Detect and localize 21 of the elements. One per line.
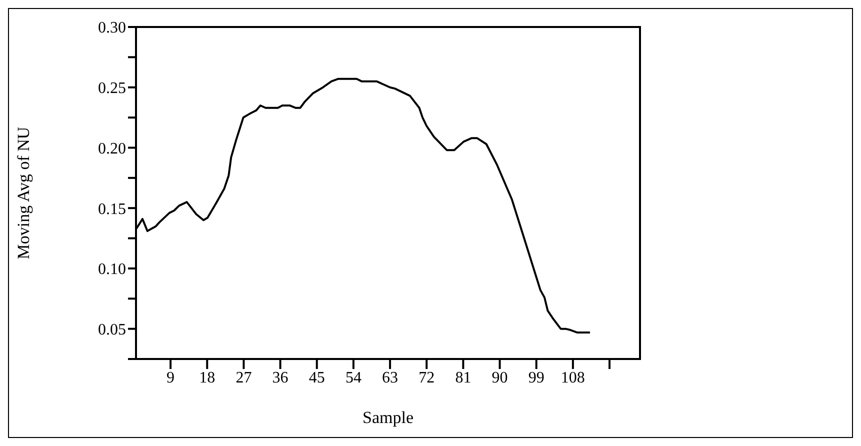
y-tick-label: 0.10 (98, 261, 126, 278)
x-tick-label: 81 (455, 369, 472, 386)
x-tick-label: 63 (382, 369, 398, 386)
x-tick-label: 90 (492, 369, 508, 386)
x-tick-label: 27 (236, 369, 252, 386)
y-tick-label: 0.15 (98, 200, 126, 218)
y-tick-label: 0.05 (98, 322, 126, 338)
y-tick-label: 0.30 (98, 20, 126, 37)
x-tick-label: 18 (199, 369, 216, 386)
x-tick-label: 108 (560, 369, 585, 386)
x-axis-title: Sample (362, 408, 414, 427)
x-tick-label: 54 (345, 369, 362, 386)
x-tick-label: 9 (166, 369, 175, 386)
x-tick-label: 99 (528, 369, 544, 386)
x-tick-label: 45 (308, 369, 325, 386)
x-tick-label: 72 (418, 369, 435, 386)
y-axis-title: Moving Avg of NU (14, 126, 34, 260)
y-tick-label: 0.20 (98, 140, 126, 158)
y-tick-label: 0.25 (98, 80, 126, 98)
line-series (136, 78, 592, 334)
x-tick-label: 36 (272, 369, 288, 386)
